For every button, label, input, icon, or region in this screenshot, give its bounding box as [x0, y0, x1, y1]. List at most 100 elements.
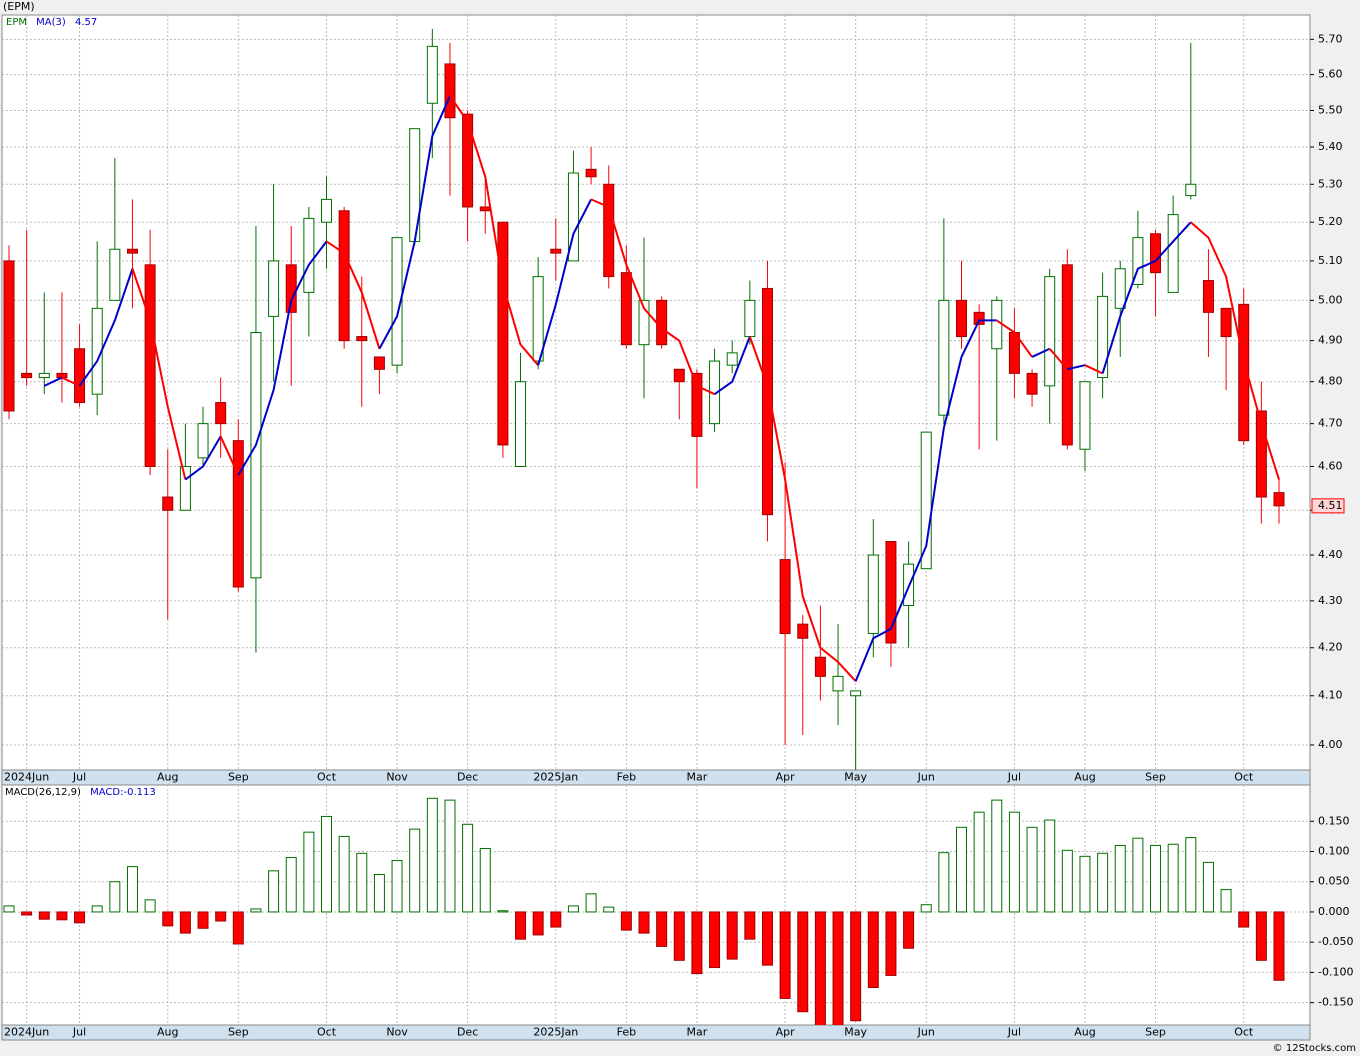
- candle-body: [867, 554, 879, 635]
- candle-body: [162, 496, 174, 511]
- y-tick-label: 5.50: [1318, 103, 1343, 116]
- macd-bar: [250, 908, 262, 913]
- legend-macd-value: -0.113: [124, 787, 156, 798]
- macd-bar: [285, 857, 297, 913]
- candle-body: [797, 623, 809, 639]
- macd-bar: [268, 870, 280, 913]
- macd-bar: [814, 911, 826, 1025]
- ma-line: [1101, 221, 1192, 374]
- x-tick-label: Sep: [1145, 1026, 1166, 1039]
- macd-bar: [991, 799, 1003, 913]
- ma-line: [748, 336, 857, 682]
- macd-bar: [1273, 911, 1285, 981]
- marks: [3, 28, 1285, 1025]
- x-tick-label: Aug: [157, 1026, 178, 1039]
- candle-body: [444, 63, 456, 119]
- candle-body: [761, 287, 773, 516]
- x-tick-label: Aug: [1074, 1026, 1095, 1039]
- x-axis-strip: [1, 769, 1311, 786]
- ma-line: [325, 240, 381, 350]
- macd-bar: [426, 797, 438, 913]
- x-tick-label: May: [844, 1026, 867, 1039]
- candle-body: [1220, 307, 1232, 338]
- y-tick-label: 0.150: [1318, 814, 1350, 827]
- candle-body: [1061, 264, 1073, 446]
- macd-bar: [232, 911, 244, 945]
- macd-bar: [920, 904, 932, 913]
- macd-bar: [903, 911, 915, 949]
- x-tick-label: Jun: [917, 1026, 935, 1039]
- macd-bar: [1185, 837, 1197, 913]
- y-tick-label: 4.70: [1318, 417, 1343, 430]
- candle-body: [567, 172, 579, 262]
- candle-body: [303, 217, 315, 293]
- ma-line: [1190, 221, 1280, 480]
- candle-body: [391, 237, 403, 366]
- ma-line: [590, 198, 715, 396]
- candle-body: [356, 336, 368, 342]
- candle-body: [462, 113, 474, 208]
- macd-bar: [656, 911, 668, 947]
- candle-body: [673, 368, 685, 383]
- candle-body: [1132, 237, 1144, 285]
- x-tick-label: Mar: [687, 771, 708, 784]
- x-tick-label: 2025Jan: [533, 771, 578, 784]
- macd-bar: [673, 911, 685, 961]
- x-tick-label: May: [844, 771, 867, 784]
- legend-ma: MA(3): [36, 17, 66, 28]
- ma-line: [184, 435, 222, 481]
- legend-macd-name: MACD:: [90, 787, 123, 798]
- y-tick-label: 4.20: [1318, 641, 1343, 654]
- macd-bar: [444, 799, 456, 913]
- candle-body: [938, 299, 950, 416]
- candle-body: [1255, 410, 1267, 498]
- x-tick-label: Oct: [1234, 771, 1254, 784]
- candle-body: [885, 541, 897, 644]
- ma-line: [237, 240, 328, 476]
- candle-body: [144, 264, 156, 467]
- x-tick-label: 2024Jun: [4, 1026, 49, 1039]
- candle-body: [691, 372, 703, 437]
- legend-macd: MACD(26,12,9): [5, 787, 81, 798]
- candle-body: [3, 260, 15, 412]
- x-tick-label: Sep: [228, 1026, 249, 1039]
- macd-bar: [91, 905, 103, 913]
- y-tick-label: 5.00: [1318, 293, 1343, 306]
- candle-body: [726, 352, 738, 366]
- ma-line: [854, 319, 997, 682]
- legend: EPM MA(3) 4.57: [6, 17, 97, 28]
- macd-bar: [973, 811, 985, 913]
- macd-bar: [603, 906, 615, 913]
- candle-body: [215, 402, 227, 425]
- candle-body: [321, 198, 332, 223]
- candle-body: [956, 299, 967, 338]
- candle-body: [126, 248, 138, 254]
- macd-bar: [779, 911, 791, 999]
- macd-bar: [1114, 844, 1126, 913]
- ma-line: [1031, 347, 1051, 358]
- candle-body: [1167, 214, 1179, 293]
- candle-body: [779, 559, 791, 635]
- candle-body: [991, 299, 1003, 350]
- macd-bar: [691, 911, 703, 975]
- ma-line: [43, 376, 63, 387]
- ma-line: [131, 268, 187, 480]
- candle-body: [744, 299, 756, 338]
- macd-bar: [1238, 911, 1250, 928]
- candle-body: [426, 45, 438, 104]
- x-tick-label: Jul: [72, 771, 86, 784]
- footer: © 12Stocks.com: [1273, 1043, 1356, 1054]
- macd-bar: [1044, 819, 1056, 913]
- macd-bar: [726, 911, 738, 960]
- candle-body: [515, 381, 527, 467]
- y-tick-label: 0.000: [1318, 905, 1350, 918]
- macd-bar: [162, 911, 174, 927]
- x-tick-label: Nov: [386, 771, 408, 784]
- macd-bar: [1220, 889, 1232, 913]
- y-tick-label: 4.80: [1318, 375, 1343, 388]
- y-tick-label: -0.100: [1318, 965, 1353, 978]
- macd-bar: [956, 826, 967, 913]
- candle-body: [550, 248, 562, 254]
- macd-bar: [1008, 811, 1020, 913]
- candle-body: [268, 260, 280, 317]
